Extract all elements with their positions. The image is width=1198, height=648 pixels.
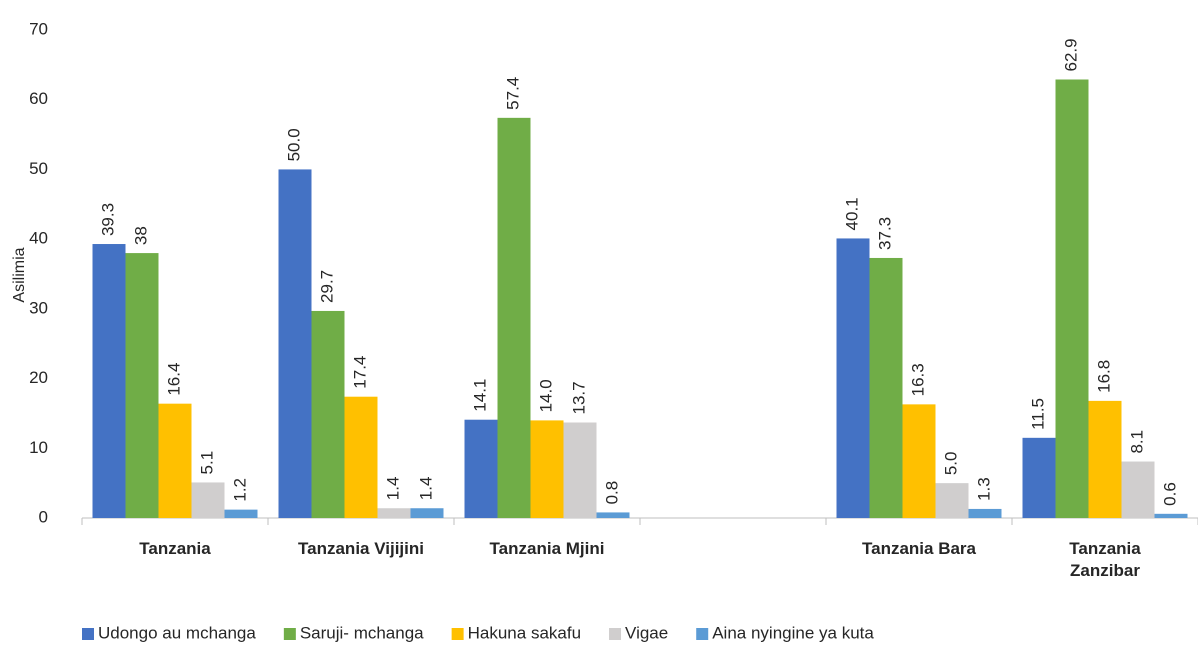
- y-tick-label: 10: [29, 438, 48, 457]
- y-tick-label: 50: [29, 159, 48, 178]
- value-label: 0.8: [602, 481, 621, 505]
- bar: [224, 509, 258, 518]
- legend-swatch: [696, 628, 709, 640]
- bar: [125, 253, 159, 519]
- legend-swatch: [451, 628, 464, 640]
- value-label: 39.3: [98, 203, 117, 236]
- value-label: 29.7: [317, 270, 336, 303]
- value-label: 17.4: [350, 356, 369, 389]
- value-label: 11.5: [1028, 398, 1047, 430]
- value-label: 37.3: [875, 217, 894, 250]
- value-label: 50.0: [284, 128, 303, 161]
- bar: [377, 508, 411, 518]
- value-label: 8.1: [1127, 430, 1146, 454]
- value-label: 16.3: [908, 363, 927, 396]
- value-label: 14.1: [470, 379, 489, 412]
- legend-label: Udongo au mchanga: [98, 623, 256, 642]
- value-label: 57.4: [503, 77, 522, 110]
- legend-swatch: [82, 628, 94, 640]
- bar: [497, 117, 531, 518]
- bar: [311, 310, 345, 518]
- legend-swatch: [283, 628, 296, 640]
- bar: [464, 419, 498, 518]
- bar: [902, 404, 936, 518]
- value-label: 16.8: [1094, 360, 1113, 393]
- bar: [92, 244, 126, 518]
- bar: [836, 238, 870, 518]
- value-label: 14.0: [536, 379, 555, 412]
- value-label: 5.0: [941, 452, 960, 476]
- bar: [563, 422, 597, 518]
- bar: [1022, 437, 1056, 518]
- bar: [344, 396, 378, 518]
- bar: [1088, 400, 1122, 518]
- bar: [1154, 513, 1188, 518]
- legend-label: Saruji- mchanga: [300, 623, 424, 642]
- y-tick-label: 30: [29, 298, 48, 317]
- y-tick-label: 70: [29, 19, 48, 38]
- value-label: 62.9: [1061, 38, 1080, 71]
- x-tick-label: Tanzania Mjini: [489, 539, 605, 558]
- x-tick-label: Tanzania Zanzibar: [1069, 539, 1141, 580]
- bar: [191, 482, 225, 518]
- bar: [278, 169, 312, 518]
- bar: [968, 508, 1002, 518]
- value-label: 0.6: [1160, 482, 1179, 506]
- x-tick-label: Tanzania: [139, 539, 211, 558]
- value-label: 1.3: [974, 477, 993, 501]
- y-tick-label: 0: [39, 507, 48, 526]
- value-label: 1.4: [383, 477, 402, 501]
- y-tick-label: 60: [29, 89, 48, 108]
- legend-swatch: [609, 628, 622, 640]
- bar: [869, 257, 903, 518]
- y-tick-label: 40: [29, 229, 48, 248]
- bar: [410, 508, 444, 518]
- bar: [1121, 461, 1155, 518]
- value-label: 16.4: [164, 363, 183, 396]
- bar: [935, 483, 969, 518]
- legend-label: Aina nyingine ya kuta: [712, 623, 874, 642]
- value-label: 5.1: [197, 451, 216, 475]
- y-axis-label: Asilimia: [11, 247, 28, 302]
- bar: [1055, 79, 1089, 519]
- value-label: 1.2: [230, 478, 249, 502]
- value-label: 1.4: [416, 477, 435, 501]
- bar: [158, 403, 192, 518]
- value-label: 40.1: [842, 197, 861, 230]
- bar: [530, 420, 564, 518]
- value-label: 38: [131, 226, 150, 245]
- legend-label: Hakuna sakafu: [468, 623, 581, 642]
- x-tick-label: Tanzania Vijijini: [298, 539, 424, 558]
- legend-label: Vigae: [625, 623, 668, 642]
- y-tick-label: 20: [29, 368, 48, 387]
- bar: [596, 512, 630, 518]
- x-tick-label: Tanzania Bara: [861, 539, 977, 558]
- value-label: 13.7: [569, 381, 588, 414]
